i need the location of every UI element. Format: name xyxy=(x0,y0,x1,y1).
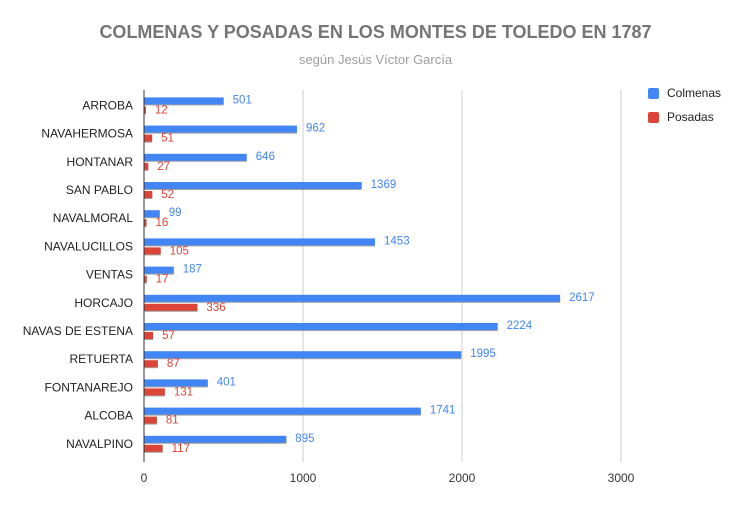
bar-posadas xyxy=(144,134,153,142)
data-label-posadas: 57 xyxy=(162,330,175,342)
data-label-posadas: 52 xyxy=(161,189,174,201)
bar-posadas xyxy=(144,360,158,368)
legend-label-posadas: Posadas xyxy=(667,110,714,124)
bar-posadas xyxy=(144,191,153,198)
legend-item-posadas[interactable]: Posadas xyxy=(648,110,714,124)
data-label-colmenas: 646 xyxy=(256,151,275,163)
bar-colmenas xyxy=(144,379,208,387)
data-label-colmenas: 501 xyxy=(233,94,252,106)
x-tick-label: 2000 xyxy=(449,471,476,485)
data-label-posadas: 16 xyxy=(156,217,169,229)
data-label-posadas: 117 xyxy=(172,443,190,455)
bar-colmenas xyxy=(144,210,160,218)
category-label: RETUERTA xyxy=(69,352,133,366)
bar-colmenas xyxy=(144,97,224,105)
bar-posadas xyxy=(144,388,165,396)
bar-colmenas xyxy=(144,266,174,274)
bar-colmenas xyxy=(144,125,297,133)
data-label-posadas: 336 xyxy=(206,302,225,314)
chart-title: COLMENAS Y POSADAS EN LOS MONTES DE TOLE… xyxy=(99,22,652,42)
category-label: NAVAS DE ESTENA xyxy=(23,324,133,338)
category-label: NAVALMORAL xyxy=(53,211,134,225)
bar-colmenas xyxy=(144,407,421,415)
bar-colmenas xyxy=(144,238,376,246)
data-label-colmenas: 99 xyxy=(169,207,182,219)
bar-colmenas xyxy=(144,351,462,359)
category-label: HONTANAR xyxy=(67,155,134,169)
data-label-colmenas: 962 xyxy=(306,123,325,135)
bar-colmenas xyxy=(144,182,362,189)
data-label-colmenas: 895 xyxy=(295,433,314,445)
bar-posadas xyxy=(144,444,163,452)
legend-item-colmenas[interactable]: Colmenas xyxy=(648,86,721,100)
category-label: SAN PABLO xyxy=(66,183,133,197)
bar-posadas xyxy=(144,416,157,424)
data-label-colmenas: 1453 xyxy=(384,235,410,247)
bar-colmenas xyxy=(144,435,287,443)
bar-posadas xyxy=(144,162,149,170)
data-label-posadas: 131 xyxy=(174,386,193,398)
legend-label-colmenas: Colmenas xyxy=(667,86,722,100)
data-label-colmenas: 1369 xyxy=(371,179,397,191)
data-label-colmenas: 1995 xyxy=(470,348,496,360)
x-tick-label: 0 xyxy=(141,471,148,485)
bar-posadas xyxy=(144,275,147,283)
bar-posadas xyxy=(144,247,161,255)
category-label: NAVALUCILLOS xyxy=(44,239,133,253)
bar-colmenas xyxy=(144,294,561,302)
legend-swatch-posadas xyxy=(648,111,659,123)
data-label-colmenas: 187 xyxy=(183,264,202,276)
x-tick-label: 1000 xyxy=(290,471,317,485)
bar-posadas xyxy=(144,332,154,339)
data-label-posadas: 27 xyxy=(157,161,170,173)
category-label: ALCOBA xyxy=(84,409,133,423)
category-label: FONTANAREJO xyxy=(45,380,133,394)
data-label-colmenas: 2617 xyxy=(569,292,595,304)
data-label-posadas: 12 xyxy=(155,104,168,116)
bar-colmenas xyxy=(144,323,498,330)
bar-posadas xyxy=(144,106,146,114)
data-label-colmenas: 1741 xyxy=(430,405,456,417)
x-tick-label: 3000 xyxy=(608,471,635,485)
data-label-posadas: 105 xyxy=(170,245,189,257)
bar-posadas xyxy=(144,219,147,227)
bar-posadas xyxy=(144,303,198,311)
legend-swatch-colmenas xyxy=(648,87,659,99)
data-label-colmenas: 401 xyxy=(217,376,236,388)
category-label: ARROBA xyxy=(82,98,133,112)
data-label-colmenas: 2224 xyxy=(507,320,533,332)
data-label-posadas: 51 xyxy=(161,133,174,145)
chart-subtitle: según Jesús Víctor García xyxy=(298,52,453,67)
data-label-posadas: 81 xyxy=(166,415,179,427)
data-label-posadas: 87 xyxy=(167,358,180,370)
category-label: VENTAS xyxy=(86,268,133,282)
category-label: NAVALPINO xyxy=(66,437,133,451)
bar-colmenas xyxy=(144,153,247,161)
data-label-posadas: 17 xyxy=(156,274,169,286)
category-label: NAVAHERMOSA xyxy=(41,127,133,141)
category-label: HORCAJO xyxy=(74,296,133,310)
